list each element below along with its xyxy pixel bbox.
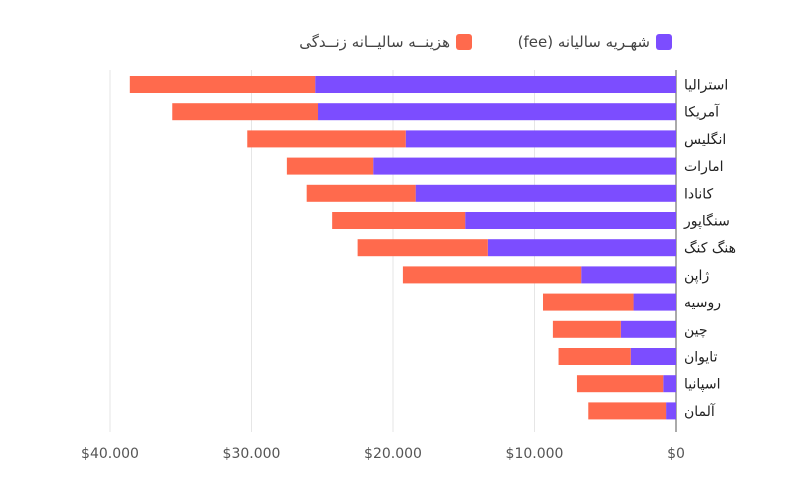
legend-swatch-fee <box>656 34 672 50</box>
legend-label-living: هزینــه سالیــانه زنــدگی <box>299 33 450 51</box>
legend-swatch-living <box>456 34 472 50</box>
bar-living-cost <box>357 239 488 257</box>
bar-fee <box>581 266 676 284</box>
bar-fee <box>373 157 676 175</box>
bar-living-cost <box>332 212 466 229</box>
x-tick-label: $0 <box>667 446 685 462</box>
bar-living-cost <box>558 348 631 365</box>
x-tick-label: $40.000 <box>81 446 139 462</box>
bar-fee <box>663 375 676 393</box>
category-label: هنگ کنگ <box>684 240 736 257</box>
bar-living-cost <box>576 375 664 393</box>
bar-fee <box>620 320 676 338</box>
bar-living-cost <box>286 157 374 175</box>
bar-fee <box>633 293 676 311</box>
bar-living-cost <box>402 266 582 284</box>
legend-label-fee: شهـریه سالیانه (fee) <box>517 33 650 51</box>
bar-fee <box>630 348 676 365</box>
legend: شهـریه سالیانه (fee) هزینــه سالیــانه ز… <box>0 30 800 54</box>
bar-fee <box>465 212 676 229</box>
category-label: کانادا <box>684 186 714 202</box>
bar-fee <box>318 103 676 121</box>
bar-living-cost <box>129 76 316 93</box>
category-label: ژاپن <box>684 268 709 284</box>
bar-living-cost <box>172 103 319 121</box>
category-label: آلمان <box>684 403 716 420</box>
category-label: آمریکا <box>684 104 720 121</box>
bar-living-cost <box>542 293 634 311</box>
category-label: انگلیس <box>684 131 726 148</box>
legend-item-living: هزینــه سالیــانه زنــدگی <box>299 30 472 54</box>
category-label: روسیه <box>684 295 721 311</box>
bar-fee <box>487 239 676 257</box>
category-label: سنگاپور <box>683 213 730 230</box>
category-label: استرالیا <box>684 78 728 94</box>
bar-fee <box>666 402 676 420</box>
bar-living-cost <box>552 320 621 338</box>
bar-living-cost <box>247 130 406 148</box>
bar-fee <box>315 76 676 93</box>
category-label: امارات <box>684 159 723 175</box>
bar-fee <box>405 130 676 148</box>
bar-living-cost <box>306 184 416 202</box>
legend-item-fee: شهـریه سالیانه (fee) <box>518 30 672 54</box>
category-label: اسپانیا <box>684 377 721 393</box>
category-label: تایوان <box>684 350 718 366</box>
bar-fee <box>415 184 676 202</box>
category-label: چین <box>684 322 708 338</box>
x-tick-label: $10.000 <box>506 446 564 462</box>
x-tick-label: $30.000 <box>223 446 281 462</box>
x-tick-label: $20.000 <box>364 446 422 462</box>
bar-living-cost <box>588 402 667 420</box>
